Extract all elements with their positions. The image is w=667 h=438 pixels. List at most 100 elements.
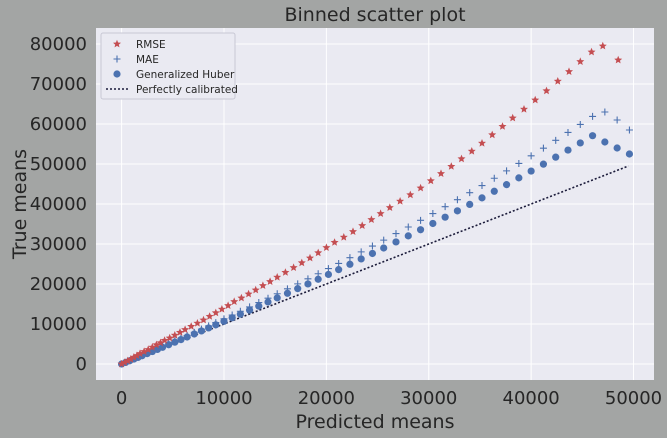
mae-point <box>380 236 388 244</box>
x-tick-label: 40000 <box>503 388 560 409</box>
y-tick-label: 50000 <box>30 154 87 175</box>
mae-point <box>255 299 263 307</box>
mae-point <box>357 248 365 256</box>
huber-point <box>515 174 523 182</box>
legend-marker-mae <box>113 55 121 63</box>
legend-marker-huber <box>113 70 121 78</box>
rmse-point <box>520 105 528 113</box>
rmse-point <box>531 95 540 104</box>
y-tick-label: 10000 <box>30 314 87 335</box>
rmse-point <box>217 305 226 313</box>
mae-point <box>197 325 205 333</box>
perfectly-calibrated-line <box>121 165 629 365</box>
mae-point <box>625 126 633 134</box>
mae-point <box>404 223 412 231</box>
data-marks <box>117 41 634 368</box>
mae-point <box>324 265 332 273</box>
rmse-point <box>224 301 233 309</box>
huber-point <box>490 187 498 195</box>
rmse-point <box>136 349 144 357</box>
rmse-point <box>165 333 174 342</box>
legend-label: Generalized Huber <box>136 69 235 81</box>
huber-point <box>564 146 572 154</box>
rmse-point <box>297 258 306 267</box>
huber-point <box>429 219 437 228</box>
rmse-point <box>314 248 323 257</box>
rmse-point <box>478 139 486 147</box>
mae-point <box>601 108 609 116</box>
rmse-point <box>156 338 165 347</box>
mae-point <box>466 189 474 197</box>
huber-point <box>335 266 343 274</box>
huber-point <box>346 260 354 268</box>
mae-point <box>212 319 220 327</box>
huber-point <box>588 132 597 140</box>
mae-point <box>417 216 425 224</box>
mae-point <box>453 196 461 204</box>
rmse-point <box>193 319 202 327</box>
rmse-point <box>258 281 267 289</box>
rmse-point <box>129 353 138 361</box>
mae-point <box>441 203 449 211</box>
huber-point <box>273 294 281 302</box>
rmse-point <box>306 253 314 262</box>
huber-point <box>576 139 584 147</box>
huber-point <box>466 200 474 208</box>
rmse-point <box>339 233 348 241</box>
y-tick-label: 70000 <box>30 74 87 95</box>
mae-point <box>613 116 621 124</box>
legend-marker-rmse <box>113 39 121 48</box>
mae-point <box>165 340 173 348</box>
rmse-point <box>367 215 376 223</box>
huber-point <box>552 153 560 161</box>
rmse-point <box>117 359 126 368</box>
mae-point <box>490 174 498 182</box>
rmse-point <box>170 331 179 339</box>
rmse-point <box>251 285 260 294</box>
rmse-point <box>160 336 169 344</box>
huber-point <box>527 167 535 175</box>
legend-label: RMSE <box>136 39 166 51</box>
mae-point <box>515 159 523 167</box>
rmse-point <box>330 238 339 246</box>
mae-point <box>346 254 354 262</box>
huber-point <box>380 244 388 252</box>
x-tick-label: 50000 <box>605 388 662 409</box>
rmse-point <box>230 297 239 305</box>
rmse-point <box>396 197 405 205</box>
mae-point <box>283 285 291 293</box>
y-tick-label: 40000 <box>30 194 87 215</box>
mae-point <box>552 136 560 144</box>
rmse-point <box>133 351 141 359</box>
rmse-point <box>273 273 282 281</box>
rmse-point <box>498 122 507 130</box>
y-tick-label: 20000 <box>30 274 87 295</box>
huber-point <box>264 298 272 306</box>
rmse-point <box>437 169 445 177</box>
rmse-point <box>576 57 585 65</box>
rmse-point <box>542 86 551 95</box>
rmse-point <box>447 162 456 170</box>
mae-point <box>177 334 185 342</box>
y-tick-label: 0 <box>76 354 87 375</box>
rmse-point <box>322 243 331 251</box>
rmse-point <box>176 328 184 336</box>
rmse-point <box>508 113 517 122</box>
mae-point <box>159 342 167 350</box>
x-tick-label: 0 <box>116 388 127 409</box>
rmse-point <box>289 263 298 271</box>
mae-point <box>220 315 228 323</box>
huber-point <box>441 213 449 221</box>
rmse-point <box>358 221 367 229</box>
huber-point <box>357 255 365 263</box>
mae-point <box>246 303 254 311</box>
mae-point <box>392 230 400 238</box>
rmse-point <box>120 358 129 366</box>
rmse-point <box>426 176 435 185</box>
mae-point <box>190 328 198 336</box>
rmse-point <box>144 345 153 353</box>
mae-point <box>304 275 312 283</box>
rmse-point <box>123 356 132 365</box>
mae-point <box>335 259 343 267</box>
